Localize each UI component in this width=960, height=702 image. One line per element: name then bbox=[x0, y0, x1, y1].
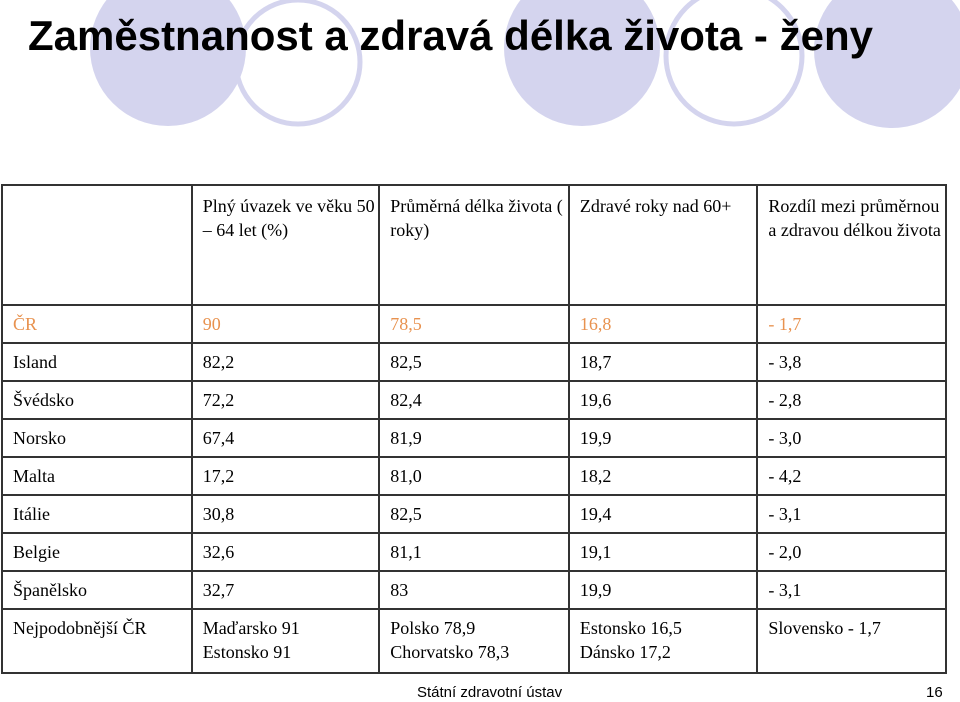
healthy-years-cell: 19,9 bbox=[567, 418, 759, 458]
country-cell: Švédsko bbox=[1, 380, 193, 420]
healthy-years-cell: 19,1 bbox=[567, 532, 759, 572]
footer-source: Státní zdravotní ústav bbox=[417, 684, 563, 701]
header-cell-healthy-years: Zdravé roky nad 60+ bbox=[567, 184, 759, 306]
most-similar-line: Estonsko 91 bbox=[202, 642, 292, 662]
header-cell-life-expectancy: Průměrná délka života ( roky) bbox=[378, 184, 570, 306]
fulltime-cell: 30,8 bbox=[190, 494, 381, 534]
most-similar-line: Polsko 78,9 bbox=[390, 618, 476, 638]
most-similar-line: Estonsko 16,5 bbox=[579, 618, 682, 638]
life-expectancy-cell: 78,5 bbox=[378, 304, 570, 344]
decor-circle-ring bbox=[663, 0, 805, 127]
decor-circle-fill bbox=[814, 0, 960, 128]
country-cell: ČR bbox=[1, 304, 193, 344]
life-expectancy-cell: 83 bbox=[378, 570, 570, 610]
country-cell: Belgie bbox=[1, 532, 193, 572]
decor-circle-ring bbox=[233, 0, 363, 127]
healthy-years-cell: 19,6 bbox=[567, 380, 759, 420]
most-similar-difference: Slovensko - 1,7 bbox=[756, 608, 947, 674]
table-header-row: Plný úvazek ve věku 50 – 64 let (%) Prům… bbox=[1, 184, 947, 306]
difference-cell: - 4,2 bbox=[756, 456, 947, 496]
header-cell-fulltime: Plný úvazek ve věku 50 – 64 let (%) bbox=[190, 184, 381, 306]
decor-circle-fill bbox=[90, 0, 246, 126]
country-cell: Malta bbox=[1, 456, 193, 496]
life-expectancy-cell: 82,5 bbox=[378, 342, 570, 382]
country-cell: Itálie bbox=[1, 494, 193, 534]
fulltime-cell: 32,6 bbox=[190, 532, 381, 572]
most-similar-life-expectancy: Polsko 78,9 Chorvatsko 78,3 bbox=[378, 608, 570, 674]
most-similar-line: Maďarsko 91 bbox=[202, 618, 300, 638]
decor-circle-fill bbox=[504, 0, 660, 126]
country-cell: Norsko bbox=[1, 418, 193, 458]
fulltime-cell: 82,2 bbox=[190, 342, 381, 382]
slide-title: Zaměstnanost a zdravá délka života - žen… bbox=[28, 12, 873, 59]
table-row-most-similar: Nejpodobnější ČR Maďarsko 91 Estonsko 91… bbox=[1, 608, 947, 674]
table-row: Island 82,2 82,5 18,7 - 3,8 bbox=[1, 342, 947, 382]
header-cell-difference: Rozdíl mezi průměrnou a zdravou délkou ž… bbox=[756, 184, 947, 306]
difference-cell: - 3,8 bbox=[756, 342, 947, 382]
most-similar-line: Chorvatsko 78,3 bbox=[390, 642, 510, 662]
life-expectancy-cell: 82,4 bbox=[378, 380, 570, 420]
difference-cell: - 3,1 bbox=[756, 494, 947, 534]
fulltime-cell: 17,2 bbox=[190, 456, 381, 496]
fulltime-cell: 72,2 bbox=[190, 380, 381, 420]
healthy-years-cell: 18,2 bbox=[567, 456, 759, 496]
most-similar-label: Nejpodobnější ČR bbox=[1, 608, 193, 674]
table-row: Belgie 32,6 81,1 19,1 - 2,0 bbox=[1, 532, 947, 572]
country-cell: Island bbox=[1, 342, 193, 382]
fulltime-cell: 67,4 bbox=[190, 418, 381, 458]
life-expectancy-cell: 81,9 bbox=[378, 418, 570, 458]
difference-cell: - 2,8 bbox=[756, 380, 947, 420]
most-similar-line: Slovensko - 1,7 bbox=[768, 618, 881, 638]
fulltime-cell: 32,7 bbox=[190, 570, 381, 610]
difference-cell: - 3,0 bbox=[756, 418, 947, 458]
healthy-years-cell: 19,9 bbox=[567, 570, 759, 610]
most-similar-line: Dánsko 17,2 bbox=[579, 642, 671, 662]
table-row: Španělsko 32,7 83 19,9 - 3,1 bbox=[1, 570, 947, 610]
healthy-years-cell: 16,8 bbox=[567, 304, 759, 344]
table-row: Itálie 30,8 82,5 19,4 - 3,1 bbox=[1, 494, 947, 534]
country-cell: Španělsko bbox=[1, 570, 193, 610]
table-row: Švédsko 72,2 82,4 19,6 - 2,8 bbox=[1, 380, 947, 420]
life-expectancy-cell: 82,5 bbox=[378, 494, 570, 534]
life-expectancy-cell: 81,0 bbox=[378, 456, 570, 496]
difference-cell: - 3,1 bbox=[756, 570, 947, 610]
most-similar-fulltime: Maďarsko 91 Estonsko 91 bbox=[190, 608, 381, 674]
decorative-circles bbox=[90, 0, 960, 128]
healthy-years-cell: 18,7 bbox=[567, 342, 759, 382]
most-similar-healthy-years: Estonsko 16,5 Dánsko 17,2 bbox=[567, 608, 759, 674]
difference-cell: - 1,7 bbox=[756, 304, 947, 344]
page-number: 16 bbox=[926, 684, 943, 701]
table-row-cr: ČR 90 78,5 16,8 - 1,7 bbox=[1, 304, 947, 344]
fulltime-cell: 90 bbox=[190, 304, 381, 344]
table-row: Norsko 67,4 81,9 19,9 - 3,0 bbox=[1, 418, 947, 458]
data-table: Plný úvazek ve věku 50 – 64 let (%) Prům… bbox=[1, 184, 947, 674]
header-cell-empty bbox=[1, 184, 193, 306]
healthy-years-cell: 19,4 bbox=[567, 494, 759, 534]
difference-cell: - 2,0 bbox=[756, 532, 947, 572]
life-expectancy-cell: 81,1 bbox=[378, 532, 570, 572]
table-row: Malta 17,2 81,0 18,2 - 4,2 bbox=[1, 456, 947, 496]
